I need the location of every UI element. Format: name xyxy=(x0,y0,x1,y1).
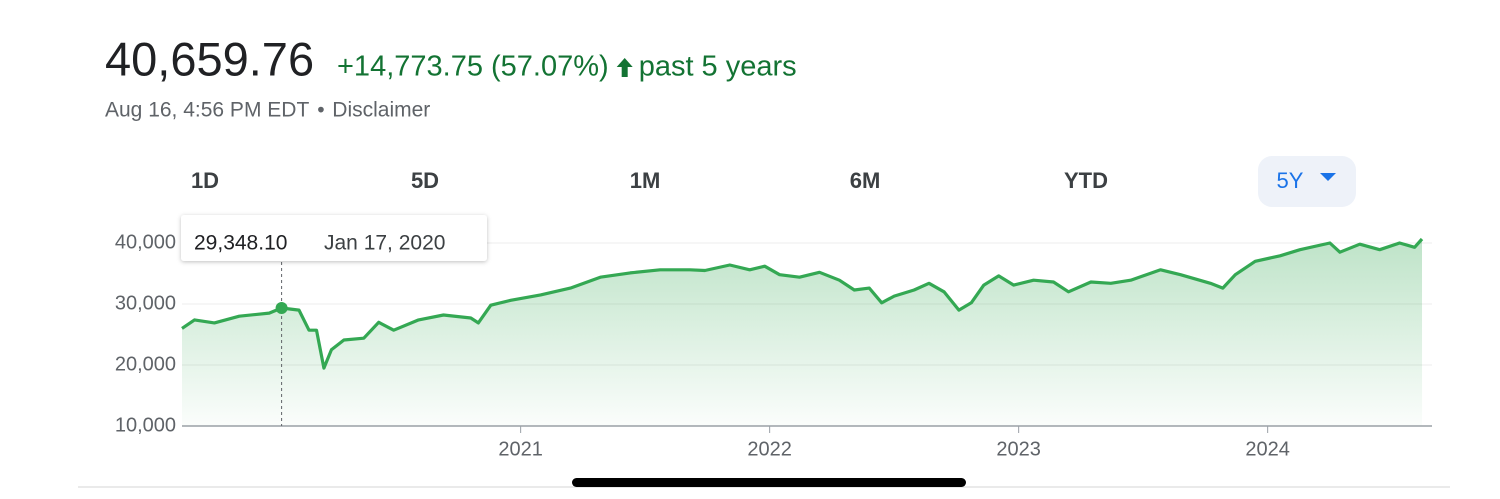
price: 40,659.76 xyxy=(105,32,314,85)
tooltip-box xyxy=(181,215,487,261)
y-tick-label: 10,000 xyxy=(115,414,176,436)
range-tab[interactable]: 6M xyxy=(850,168,881,193)
timestamp: Aug 16, 4:56 PM EDT xyxy=(105,99,309,122)
selected-tab-bg xyxy=(1258,156,1356,207)
range-tab[interactable]: 5D xyxy=(411,168,439,193)
tooltip-date: Jan 17, 2020 xyxy=(324,232,445,255)
x-tick-label: 2021 xyxy=(498,438,543,460)
range-tab[interactable]: 1D xyxy=(191,168,219,193)
x-tick-label: 2023 xyxy=(996,438,1041,460)
home-indicator xyxy=(572,478,966,487)
period: past 5 years xyxy=(639,51,797,83)
price-change: +14,773.75 (57.07%) xyxy=(337,51,609,83)
range-tab[interactable]: YTD xyxy=(1064,168,1108,193)
up-arrow-icon xyxy=(616,58,633,77)
separator: • xyxy=(317,99,324,122)
range-tab[interactable]: 5Y xyxy=(1277,168,1304,193)
area xyxy=(182,239,1423,426)
y-tick-label: 30,000 xyxy=(115,292,176,314)
line xyxy=(181,237,1424,370)
y-tick-label: 40,000 xyxy=(115,231,176,253)
x-tick-label: 2022 xyxy=(747,438,792,460)
disclaimer-link[interactable]: Disclaimer xyxy=(332,99,430,122)
y-tick-label: 20,000 xyxy=(115,353,176,375)
hover-point xyxy=(275,301,288,314)
dropdown-icon[interactable] xyxy=(1320,173,1336,181)
x-tick-label: 2024 xyxy=(1245,438,1290,460)
tooltip-value: 29,348.10 xyxy=(194,232,287,255)
range-tab[interactable]: 1M xyxy=(630,168,661,193)
